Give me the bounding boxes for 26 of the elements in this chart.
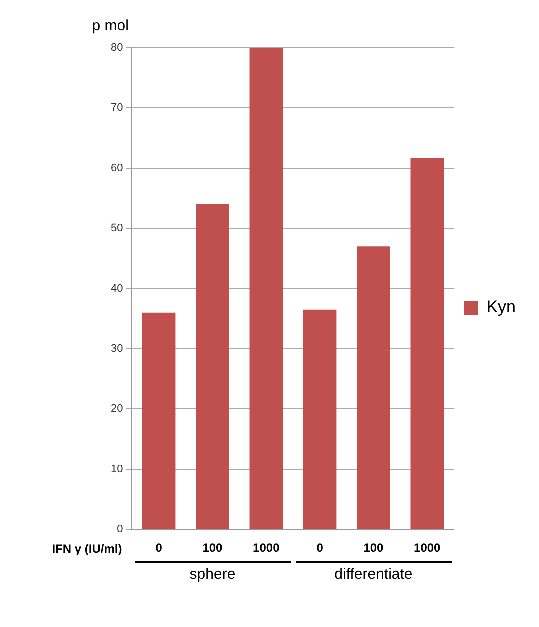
y-tick-label: 60	[110, 162, 124, 174]
bar	[250, 48, 284, 530]
x-tick-label: 1000	[253, 541, 280, 556]
bar	[196, 204, 230, 530]
y-tick-label: 80	[110, 42, 124, 54]
bar	[410, 158, 444, 530]
x-tick-label: 100	[202, 541, 224, 556]
y-tick-label: 10	[110, 463, 124, 476]
bar	[357, 246, 390, 530]
y-tick-label: 30	[110, 343, 124, 356]
y-tick-label: 70	[110, 102, 124, 114]
bar	[303, 310, 337, 530]
y-tick-label: 0	[117, 524, 124, 536]
x-tick-label: 1000	[414, 541, 442, 556]
y-tick-label: 20	[110, 403, 124, 416]
x-tick-label: 0	[316, 541, 324, 556]
text: differentiate	[334, 566, 413, 584]
y-tick-label: 50	[110, 222, 124, 235]
text: sphere	[190, 566, 236, 584]
legend-label: Kyn	[486, 298, 516, 317]
y-axis-title: p mol	[92, 18, 129, 35]
bar	[142, 312, 176, 530]
x-tick-label: 0	[156, 541, 163, 556]
x-axis-title: IFN γ (IU/ml)	[52, 542, 122, 556]
x-tick-label: 100	[364, 541, 384, 556]
y-tick-label: 40	[110, 282, 124, 295]
